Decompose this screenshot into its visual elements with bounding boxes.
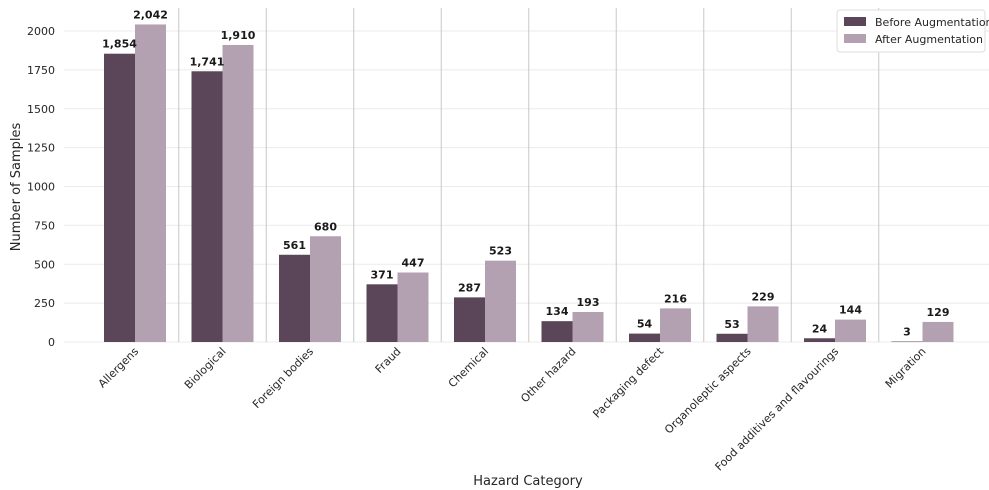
x-tick-label: Fraud bbox=[373, 345, 404, 376]
x-tick-label: Biological bbox=[182, 345, 229, 392]
bar-before bbox=[279, 254, 310, 342]
bar-before bbox=[804, 338, 835, 342]
data-label: 193 bbox=[577, 296, 600, 309]
data-label: 680 bbox=[314, 220, 337, 233]
bar-after bbox=[572, 311, 604, 342]
bar-after bbox=[485, 260, 516, 342]
legend-box bbox=[836, 9, 986, 53]
y-tick-label: 250 bbox=[34, 297, 55, 310]
y-tick-label: 500 bbox=[34, 258, 55, 271]
data-label: 2,042 bbox=[133, 8, 168, 21]
data-label: 129 bbox=[927, 306, 950, 319]
x-tick-label: Foreign bodies bbox=[250, 345, 316, 411]
bar-before bbox=[716, 333, 748, 342]
x-tick-label: Packaging defect bbox=[590, 344, 666, 420]
bar-before bbox=[191, 71, 223, 342]
bar-after bbox=[660, 308, 691, 342]
data-label: 523 bbox=[489, 245, 512, 258]
legend-label: Before Augmentation bbox=[875, 16, 989, 29]
bar-after bbox=[835, 319, 866, 342]
y-tick-label: 1250 bbox=[27, 142, 55, 155]
y-tick-label: 1500 bbox=[27, 103, 55, 116]
legend: Before Augmentation After Augmentation bbox=[836, 9, 989, 53]
x-tick-label: Allergens bbox=[96, 345, 142, 391]
bar-after bbox=[922, 321, 954, 342]
x-tick-label: Chemical bbox=[446, 345, 491, 390]
bar-before bbox=[366, 284, 398, 342]
x-tick-label: Migration bbox=[883, 345, 929, 391]
bar-after bbox=[222, 44, 254, 343]
y-axis-ticks: 0 250 500 750 1000 1250 1500 1750 2000 bbox=[27, 25, 55, 349]
data-label: 1,854 bbox=[102, 38, 137, 51]
legend-swatch bbox=[844, 17, 866, 26]
bar-after bbox=[135, 24, 166, 343]
data-label: 53 bbox=[724, 318, 739, 331]
x-axis-ticks: Allergens Biological Foreign bodies Fraud Ch… bbox=[96, 344, 929, 473]
data-label: 447 bbox=[402, 256, 425, 269]
y-tick-label: 0 bbox=[48, 336, 55, 349]
bar-after bbox=[747, 306, 779, 342]
y-tick-label: 2000 bbox=[27, 25, 55, 38]
data-label: 1,910 bbox=[221, 29, 256, 42]
bar-before bbox=[541, 321, 573, 342]
data-label: 1,741 bbox=[190, 55, 225, 68]
data-label: 287 bbox=[458, 281, 481, 294]
data-label: 134 bbox=[546, 305, 569, 318]
data-label: 229 bbox=[752, 290, 775, 303]
data-label: 24 bbox=[812, 322, 828, 335]
data-label: 54 bbox=[637, 318, 653, 331]
legend-swatch bbox=[844, 34, 866, 43]
data-label: 3 bbox=[903, 326, 911, 339]
data-label: 144 bbox=[839, 304, 862, 317]
bar-before bbox=[454, 297, 485, 342]
legend-label: After Augmentation bbox=[875, 33, 983, 46]
x-tick-label: Organoleptic aspects bbox=[662, 345, 754, 437]
y-tick-label: 750 bbox=[34, 219, 55, 232]
bars bbox=[104, 24, 954, 343]
data-label: 371 bbox=[371, 268, 394, 281]
bar-before bbox=[891, 341, 923, 343]
y-tick-label: 1750 bbox=[27, 64, 55, 77]
x-axis-label: Hazard Category bbox=[473, 474, 583, 489]
y-tick-label: 1000 bbox=[27, 181, 55, 194]
value-labels: 1,854 2,042 1,741 1,910 561 680 371 447 287 523 13… bbox=[102, 8, 949, 338]
y-axis-label: Number of Samples bbox=[9, 123, 24, 252]
bar-after bbox=[397, 272, 429, 342]
bar-before bbox=[104, 53, 135, 342]
data-label: 216 bbox=[664, 292, 687, 305]
bar-before bbox=[629, 333, 660, 342]
bar-after bbox=[310, 236, 341, 342]
x-tick-label: Other hazard bbox=[518, 345, 578, 405]
data-label: 561 bbox=[283, 239, 306, 252]
